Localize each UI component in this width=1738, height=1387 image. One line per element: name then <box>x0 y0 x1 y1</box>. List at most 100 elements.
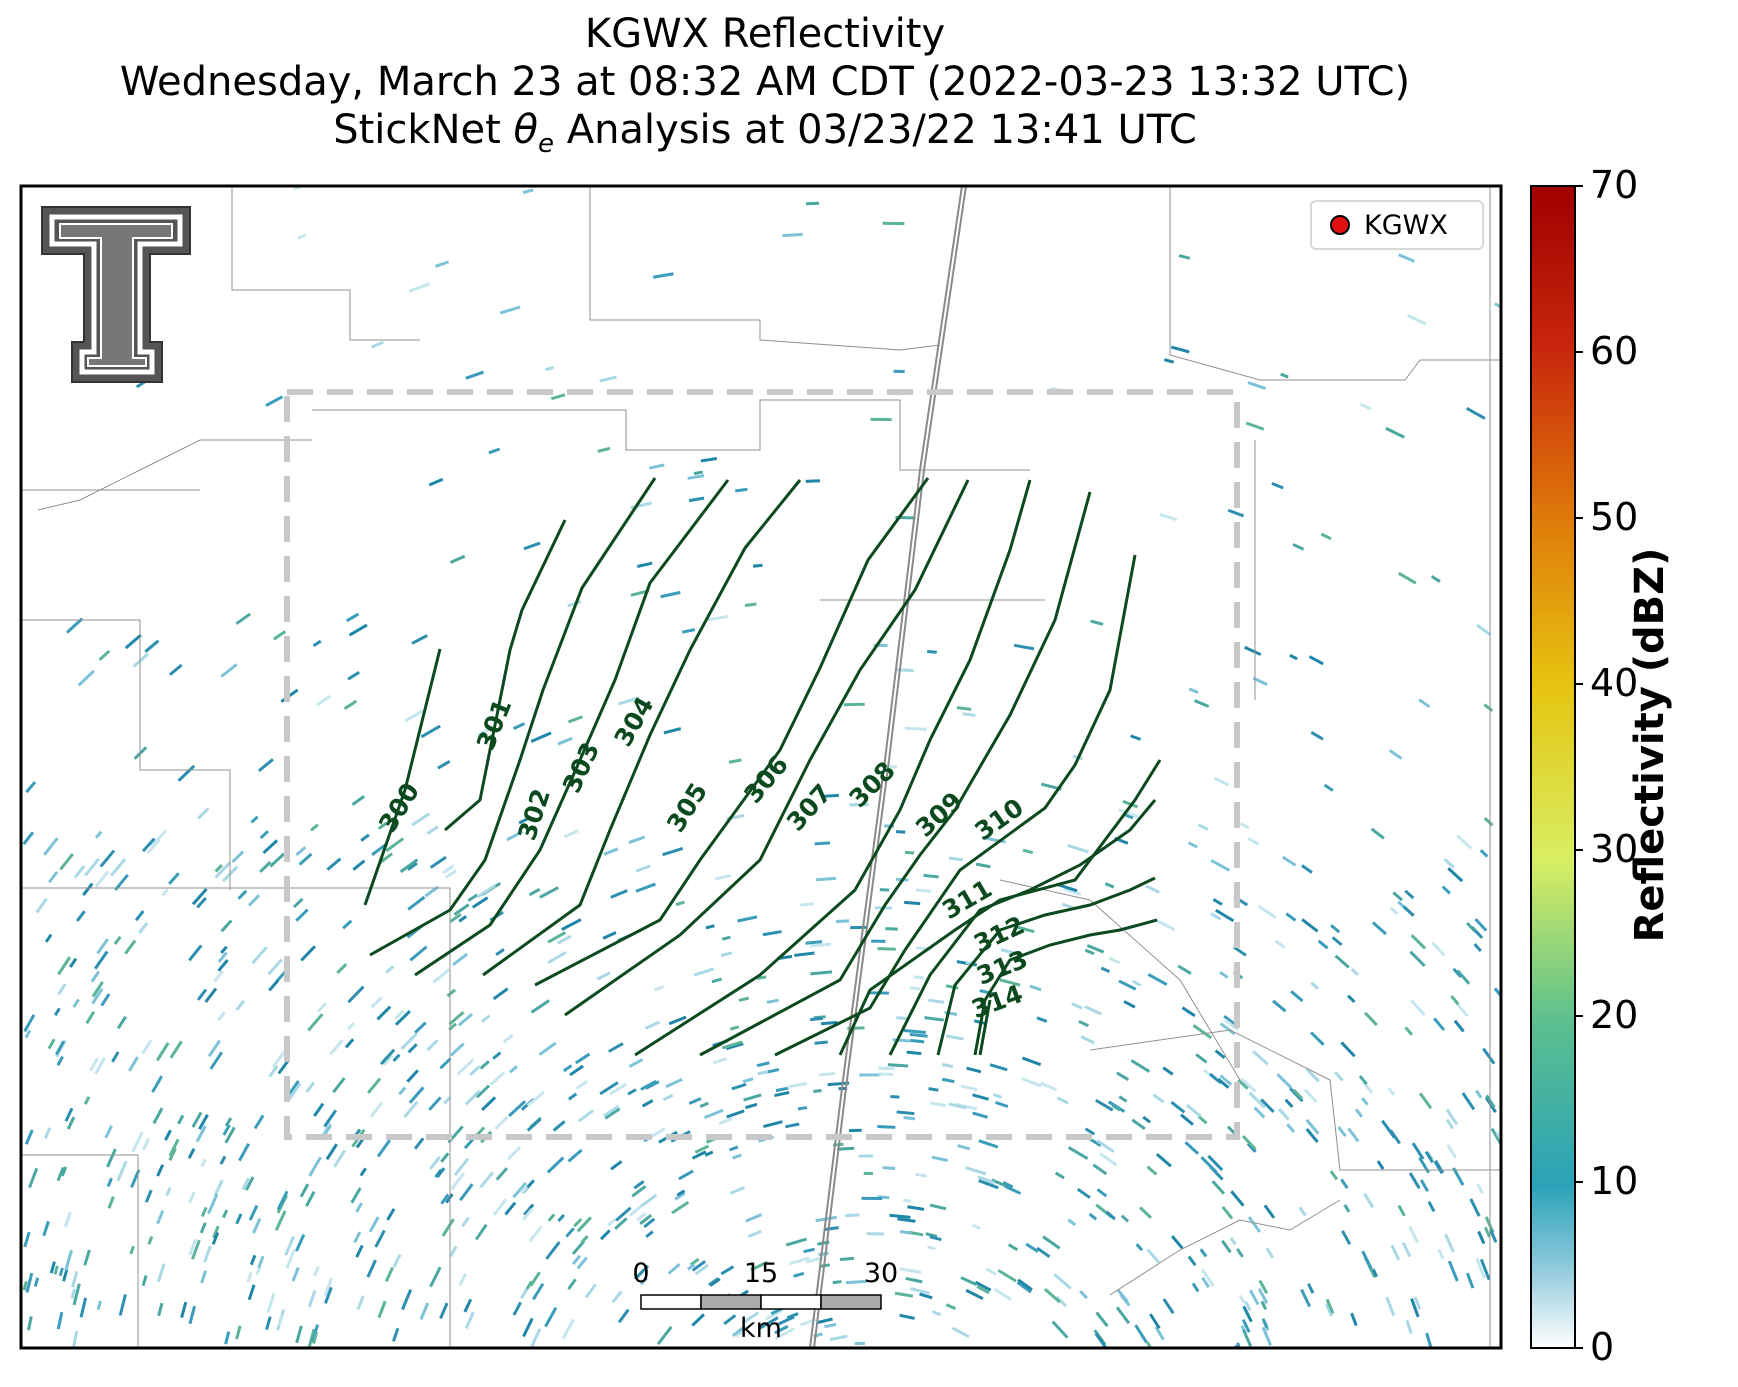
radar-echo <box>376 1139 391 1158</box>
radar-echo <box>757 1070 769 1076</box>
radar-echo <box>1476 1183 1484 1195</box>
radar-echo <box>100 993 111 1007</box>
radar-echo <box>805 201 820 206</box>
radar-echo <box>820 1263 831 1268</box>
radar-echo <box>1274 939 1286 949</box>
radar-echo <box>156 1042 170 1062</box>
colorbar-tick-label: 20 <box>1590 993 1639 1037</box>
radar-echo <box>299 1183 310 1198</box>
radar-echo <box>923 873 939 879</box>
radar-echo <box>187 1148 196 1159</box>
radar-echo <box>161 888 169 897</box>
radar-echo <box>1029 984 1042 992</box>
radar-echo <box>877 947 896 951</box>
radar-echo <box>488 447 501 455</box>
radar-echo <box>1187 1255 1197 1267</box>
radar-echo <box>310 823 319 832</box>
radar-echo <box>1042 1235 1061 1250</box>
radar-echo <box>456 1058 475 1076</box>
radar-echo <box>1444 1233 1455 1253</box>
radar-echo <box>71 1330 79 1348</box>
radar-echo <box>662 847 684 857</box>
radar-echo <box>675 900 685 907</box>
radar-echo <box>689 1257 700 1267</box>
radar-echo <box>1090 619 1104 626</box>
radar-echo <box>723 1314 737 1326</box>
radar-echo <box>858 1154 874 1158</box>
radar-echo <box>899 1313 915 1320</box>
radar-echo <box>1358 1075 1368 1086</box>
radar-echo <box>1236 1342 1246 1348</box>
radar-echo <box>326 857 342 871</box>
radar-echo <box>394 1009 405 1020</box>
radar-echo <box>62 1268 69 1282</box>
radar-echo <box>247 1284 256 1301</box>
radar-echo <box>561 1318 575 1340</box>
radar-echo <box>131 1131 144 1153</box>
radar-echo <box>333 1149 347 1168</box>
radar-echo <box>628 835 646 844</box>
radar-echo <box>693 470 703 475</box>
radar-echo <box>1139 1206 1152 1219</box>
radar-echo <box>1243 645 1262 656</box>
radar-echo <box>550 393 566 401</box>
radar-echo <box>1145 884 1161 894</box>
radar-echo <box>814 841 831 846</box>
radar-echo <box>463 1298 473 1313</box>
radar-echo <box>269 852 286 868</box>
theta-e-contour-line <box>888 799 1157 1056</box>
radar-echo <box>573 1218 583 1228</box>
radar-echo <box>1408 1225 1419 1244</box>
radar-echo <box>989 1063 1008 1072</box>
radar-echo <box>295 1233 306 1252</box>
radar-echo <box>268 1065 279 1078</box>
radar-echo <box>978 1139 999 1149</box>
radar-echo <box>300 945 316 962</box>
radar-echo <box>224 1117 233 1127</box>
radar-echo <box>1474 918 1488 932</box>
radar-echo <box>257 1255 265 1269</box>
radar-echo <box>506 830 524 842</box>
radar-echo <box>24 1129 34 1145</box>
radar-echo <box>845 1213 860 1218</box>
scale-label-0: 0 <box>632 1258 650 1289</box>
radar-echo <box>843 702 865 707</box>
radar-echo <box>98 649 111 661</box>
radar-echo <box>1067 1146 1089 1160</box>
radar-echo <box>681 628 696 634</box>
radar-echo <box>1489 1229 1498 1243</box>
radar-echo <box>879 888 890 892</box>
radar-echo <box>104 1125 113 1139</box>
radar-echo <box>1159 513 1178 522</box>
radar-echo <box>1000 948 1015 955</box>
radar-echo <box>1146 1165 1158 1176</box>
radar-echo <box>271 1050 286 1068</box>
radar-echo <box>224 1331 231 1345</box>
radar-echo <box>785 1122 800 1129</box>
radar-echo <box>213 1179 224 1197</box>
radar-echo <box>561 918 582 931</box>
radar-echo <box>1170 1235 1184 1250</box>
radar-echo <box>1061 902 1074 910</box>
radar-echo <box>1257 1288 1269 1304</box>
radar-echo <box>608 1042 624 1053</box>
radar-echo <box>382 1054 394 1066</box>
radar-echo <box>1181 1006 1196 1018</box>
radar-echo <box>168 1147 177 1161</box>
radar-echo <box>57 983 67 996</box>
radar-echo <box>1131 1118 1146 1131</box>
radar-echo <box>156 1164 165 1177</box>
radar-echo <box>347 1022 356 1031</box>
radar-echo <box>471 896 489 909</box>
radar-echo <box>476 726 492 737</box>
radar-echo <box>401 1289 413 1311</box>
radar-echo <box>1401 1242 1412 1258</box>
scale-label-15: 15 <box>743 1258 779 1289</box>
radar-echo <box>584 1283 597 1299</box>
radar-echo <box>1479 849 1489 858</box>
theta-e-contours <box>363 477 1162 1057</box>
radar-echo <box>308 1156 322 1177</box>
radar-echo <box>467 893 479 902</box>
radar-echo <box>407 1043 418 1054</box>
radar-echo <box>663 727 682 735</box>
